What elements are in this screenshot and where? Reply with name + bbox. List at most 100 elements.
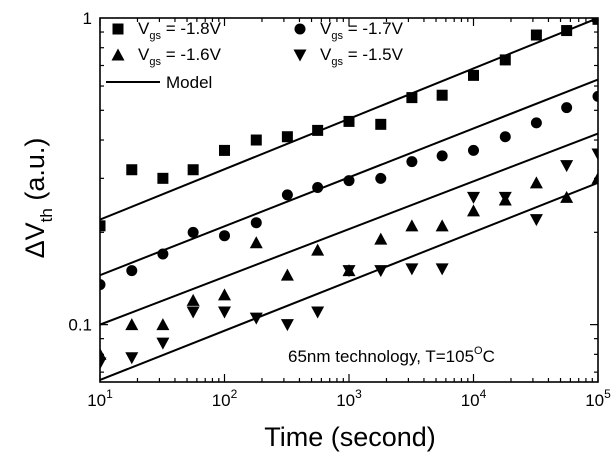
x-tick-label-base: 10: [87, 391, 106, 410]
data-point-square: [468, 69, 479, 81]
y-tick-label: 0.1: [68, 316, 92, 335]
data-point-circle: [468, 144, 479, 156]
annotation-suffix: C: [483, 347, 495, 366]
data-point-circle: [499, 131, 511, 143]
data-point-square: [343, 115, 355, 127]
data-point-circle: [375, 172, 387, 184]
legend-label-rest: = -1.7V: [343, 19, 404, 38]
legend-label-sub: gs: [149, 30, 161, 42]
legend-label-main: V: [320, 45, 332, 64]
data-point-circle: [281, 189, 293, 201]
y-tick-label: 1: [83, 9, 92, 28]
data-point-square: [157, 172, 169, 184]
data-point-triangle-down: [498, 191, 512, 204]
x-axis-title: Time (second): [264, 422, 436, 452]
data-point-triangle-down: [560, 160, 574, 173]
data-point-triangle-down: [100, 357, 107, 370]
data-point-triangle-down: [405, 263, 419, 276]
data-point-triangle-down: [249, 312, 263, 325]
x-tick-label-exp: 3: [355, 387, 362, 401]
x-tick-label: 104: [461, 387, 487, 410]
x-tick-label-exp: 4: [480, 387, 487, 401]
data-point-triangle-down: [218, 306, 231, 319]
data-point-square: [406, 92, 418, 104]
data-point-triangle-up: [125, 318, 139, 331]
legend-label-sub: gs: [331, 30, 343, 42]
y-axis-title-delta: ΔV: [20, 222, 50, 258]
data-point-circle: [530, 117, 542, 129]
legend-label: Vgs = -1.7V: [320, 19, 404, 42]
data-point-square: [436, 89, 448, 101]
legend-marker-circle: [294, 23, 306, 35]
x-tick-label-base: 10: [212, 391, 231, 410]
data-point-triangle-down: [342, 265, 356, 278]
data-point-circle: [157, 248, 169, 260]
y-axis-title: ΔVth (a.u.): [20, 138, 56, 259]
annotation: 65nm technology, T=105OC: [288, 345, 495, 366]
y-axis-title-rest: (a.u.): [20, 138, 50, 209]
data-point-triangle-up: [280, 268, 294, 281]
legend-label-main: V: [138, 19, 150, 38]
model-line: [100, 132, 598, 326]
data-point-circle: [312, 182, 324, 194]
data-point-triangle-down: [311, 306, 325, 319]
legend-label: Vgs = -1.5V: [320, 45, 404, 68]
data-point-circle: [187, 226, 199, 238]
data-point-square: [561, 25, 573, 37]
data-point-square: [187, 164, 199, 176]
data-point-circle: [436, 150, 448, 162]
data-point-square: [530, 29, 542, 41]
data-point-circle: [250, 217, 262, 229]
data-point-triangle-down: [156, 337, 170, 350]
legend-label-sub: gs: [149, 56, 161, 68]
data-point-triangle-up: [435, 219, 449, 232]
data-point-square: [281, 131, 293, 143]
x-tick-label: 105: [585, 387, 611, 410]
legend-label: Vgs = -1.8V: [138, 19, 222, 42]
data-point-triangle-down: [467, 191, 480, 204]
legend-label-main: V: [320, 19, 332, 38]
data-point-circle: [126, 265, 138, 277]
data-point-triangle-up: [186, 293, 200, 306]
x-tick-label-exp: 1: [106, 387, 113, 401]
data-point-square: [499, 54, 511, 66]
x-tick-label-exp: 5: [604, 387, 611, 401]
annotation-sup: O: [474, 345, 483, 357]
data-point-square: [219, 144, 230, 156]
legend-label: Vgs = -1.6V: [138, 45, 222, 68]
data-point-triangle-down: [374, 265, 388, 278]
legend-model-label: Model: [166, 73, 212, 92]
data-point-triangle-down: [435, 263, 449, 276]
model-line: [100, 181, 598, 381]
x-tick-label: 103: [336, 387, 362, 410]
data-point-triangle-up: [560, 190, 574, 203]
data-point-circle: [100, 279, 106, 291]
x-tick-label-base: 10: [585, 391, 604, 410]
x-tick-label: 101: [87, 387, 113, 410]
legend-label-rest: = -1.8V: [161, 19, 222, 38]
data-point-circle: [219, 230, 230, 242]
x-tick-label-exp: 2: [231, 387, 238, 401]
data-point-circle: [561, 102, 573, 114]
data-point-triangle-up: [218, 288, 231, 301]
data-point-square: [312, 124, 324, 136]
y-axis-title-sub: th: [37, 208, 56, 222]
x-tick-label-base: 10: [461, 391, 480, 410]
annotation-text: 65nm technology, T=105: [288, 347, 474, 366]
legend-label-rest: = -1.6V: [161, 45, 222, 64]
data-point-circle: [343, 175, 355, 187]
data-point-triangle-down: [125, 352, 139, 365]
x-tick-label-base: 10: [336, 391, 355, 410]
data-point-triangle-up: [591, 171, 598, 184]
legend-label-main: V: [138, 45, 150, 64]
data-point-triangle-up: [311, 243, 325, 256]
data-point-square: [592, 18, 598, 25]
data-point-square: [250, 134, 262, 146]
data-point-triangle-up: [156, 318, 170, 331]
data-point-triangle-up: [467, 204, 480, 217]
data-point-triangle-down: [529, 214, 543, 227]
data-point-square: [126, 164, 138, 176]
